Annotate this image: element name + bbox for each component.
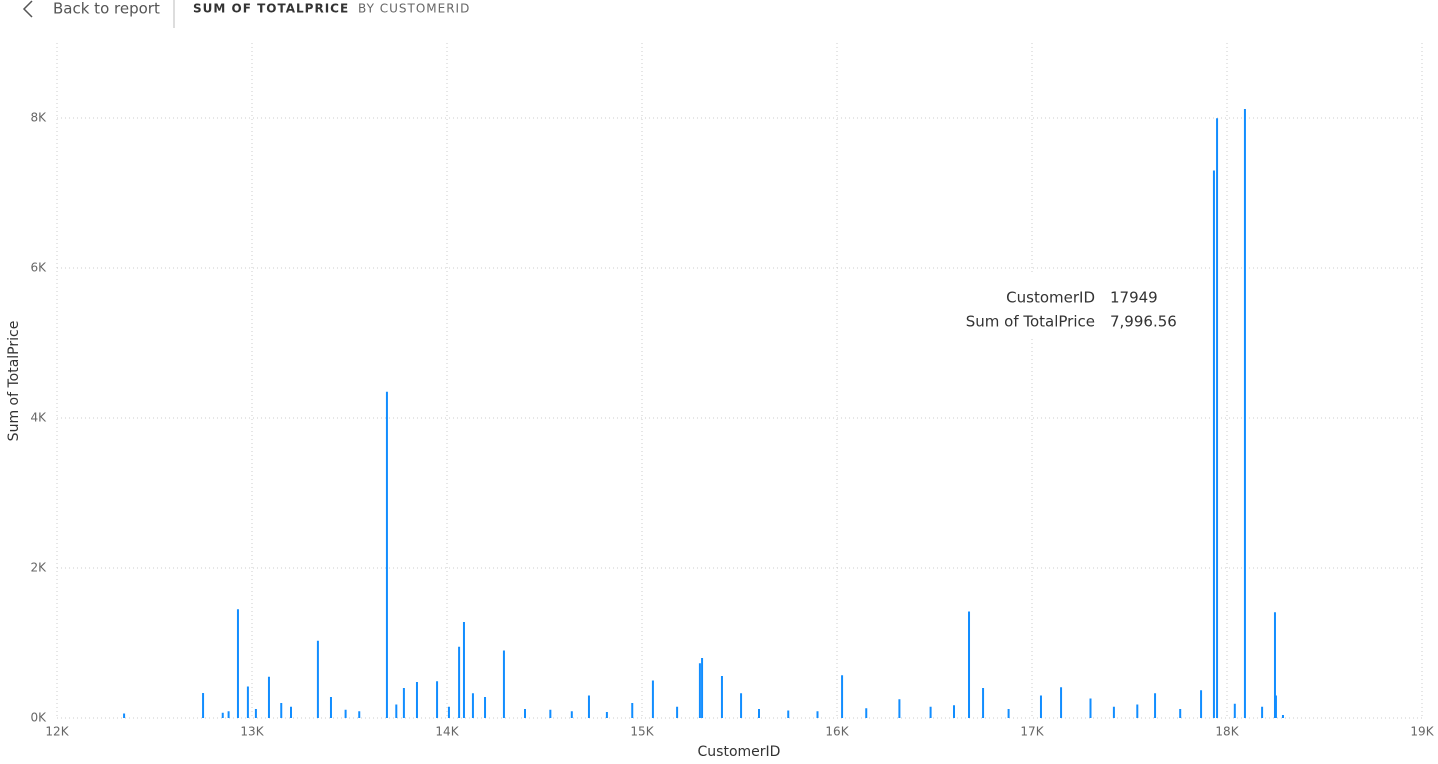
bar: [1112, 706, 1115, 718]
bar: [1216, 118, 1219, 719]
bar: [787, 710, 790, 718]
bar: [1273, 612, 1276, 718]
bar: [1136, 704, 1139, 718]
bar: [1200, 690, 1203, 718]
bar: [227, 711, 230, 718]
x-tick-label: 18K: [1215, 725, 1239, 739]
y-tick-label: 8K: [30, 111, 47, 125]
visual-title: SUM OF TOTALPRICE: [193, 2, 349, 16]
bar: [436, 681, 439, 718]
bar: [720, 676, 723, 718]
bar: [865, 708, 868, 718]
bar: [1089, 698, 1092, 718]
x-tick-label: 13K: [240, 725, 264, 739]
x-axis-title: CustomerID: [698, 744, 781, 760]
bar: [1274, 695, 1277, 718]
bar: [290, 706, 292, 718]
bar: [1039, 695, 1042, 718]
bar: [202, 693, 205, 718]
bar: [841, 675, 844, 718]
bar: [816, 711, 819, 718]
back-link[interactable]: Back to report: [53, 0, 160, 18]
tooltip-value: 7,996.56: [1110, 313, 1177, 331]
bar: [358, 711, 361, 718]
bar: [236, 609, 239, 718]
bar: [462, 622, 465, 718]
bar: [740, 693, 743, 718]
bar: [1154, 693, 1157, 718]
y-tick-label: 2K: [30, 561, 47, 575]
bar: [280, 703, 283, 718]
bar: [549, 709, 552, 718]
bar: [415, 682, 418, 718]
bar: [1007, 709, 1010, 718]
bar: [1179, 709, 1182, 718]
bar: [605, 712, 608, 718]
y-tick-label: 6K: [30, 261, 47, 275]
bar: [458, 646, 461, 718]
bar: [123, 713, 126, 718]
bar: [651, 680, 654, 718]
bar: [929, 706, 932, 718]
back-icon[interactable]: [22, 0, 33, 18]
x-tick-label: 19K: [1410, 725, 1434, 739]
bar: [524, 709, 526, 718]
bar: [968, 611, 971, 718]
bar: [1212, 170, 1215, 718]
bar: [1060, 687, 1063, 718]
bar: [587, 695, 590, 718]
bar: [1261, 706, 1264, 718]
bar: [1233, 703, 1236, 718]
bar: [701, 658, 704, 718]
tooltip-value: 17949: [1110, 289, 1158, 307]
visual-subtitle: BY CUSTOMERID: [358, 2, 470, 16]
bar: [484, 697, 487, 718]
y-tick-label: 4K: [30, 411, 47, 425]
x-tick-label: 16K: [825, 725, 849, 739]
y-axis-title: Sum of TotalPrice: [6, 321, 22, 442]
x-tick-label: 15K: [630, 725, 654, 739]
x-tick-label: 14K: [435, 725, 459, 739]
bar: [395, 704, 398, 718]
tooltip-label: Sum of TotalPrice: [966, 313, 1095, 331]
bar: [344, 709, 347, 718]
bar: [631, 703, 634, 718]
bar: [402, 688, 405, 718]
bar: [982, 688, 985, 718]
bar: [953, 705, 955, 718]
y-tick-label: 0K: [30, 711, 47, 725]
bar: [385, 391, 388, 718]
bar: [246, 686, 249, 718]
bar: [447, 706, 450, 718]
bar: [758, 709, 760, 718]
bar: [267, 676, 270, 718]
bar: [254, 709, 257, 718]
bar: [502, 650, 505, 718]
bar: [471, 693, 474, 718]
tooltip-label: CustomerID: [1006, 289, 1095, 307]
bar: [676, 706, 679, 718]
bar: [570, 711, 573, 718]
bar: [898, 699, 901, 718]
bar: [316, 640, 319, 718]
x-tick-label: 17K: [1020, 725, 1044, 739]
bar: [698, 663, 701, 718]
bar: [1281, 715, 1284, 718]
tooltip-box: [945, 272, 1185, 338]
x-tick-label: 12K: [45, 725, 69, 739]
bar: [1243, 109, 1246, 718]
bar: [221, 712, 224, 718]
bar: [329, 697, 332, 718]
